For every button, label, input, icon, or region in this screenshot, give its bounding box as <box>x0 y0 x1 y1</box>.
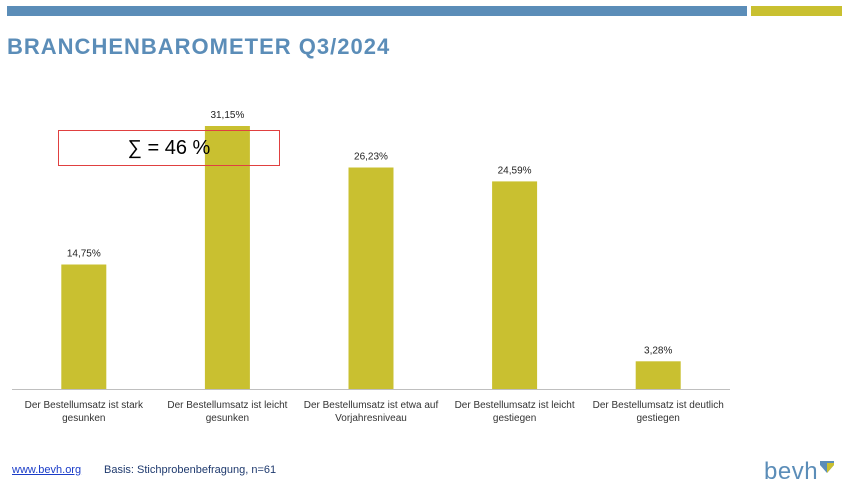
top-bar-blue <box>7 6 747 16</box>
data-label-3: 26,23% <box>354 152 388 163</box>
data-label-2: 31,15% <box>210 110 244 121</box>
page-title: BRANCHENBAROMETER Q3/2024 <box>7 34 391 59</box>
data-label-1: 14,75% <box>67 249 101 260</box>
bar-4 <box>492 181 538 389</box>
data-label-5: 3,28% <box>644 345 672 356</box>
sum-annotation-label: ∑ = 46 % <box>127 136 211 159</box>
category-label-5: Der Bestellumsatz ist deutlich gestiegen <box>593 400 724 424</box>
category-label-4: Der Bestellumsatz ist leicht gestiegen <box>455 400 575 424</box>
bar-3 <box>348 167 394 389</box>
top-bar-olive <box>751 6 842 16</box>
website-link[interactable]: www.bevh.org <box>12 464 82 476</box>
data-label-4: 24,59% <box>498 165 532 176</box>
bevh-logo: bevh <box>764 458 835 485</box>
logo-shield-icon <box>820 461 835 473</box>
sum-annotation-box: ∑ = 46 % <box>58 130 280 166</box>
logo-text: bevh <box>764 458 819 485</box>
bar-1 <box>61 264 107 389</box>
bar-5 <box>635 361 681 389</box>
category-label-1: Der Bestellumsatz ist stark gesunken <box>25 400 144 424</box>
category-label-3: Der Bestellumsatz ist etwa auf Vorjahresn… <box>304 400 439 424</box>
bar-2 <box>204 126 250 389</box>
footer-basis-text: Basis: Stichprobenbefragung, n=61 <box>104 464 277 476</box>
category-label-2: Der Bestellumsatz ist leicht gesunken <box>167 400 287 424</box>
